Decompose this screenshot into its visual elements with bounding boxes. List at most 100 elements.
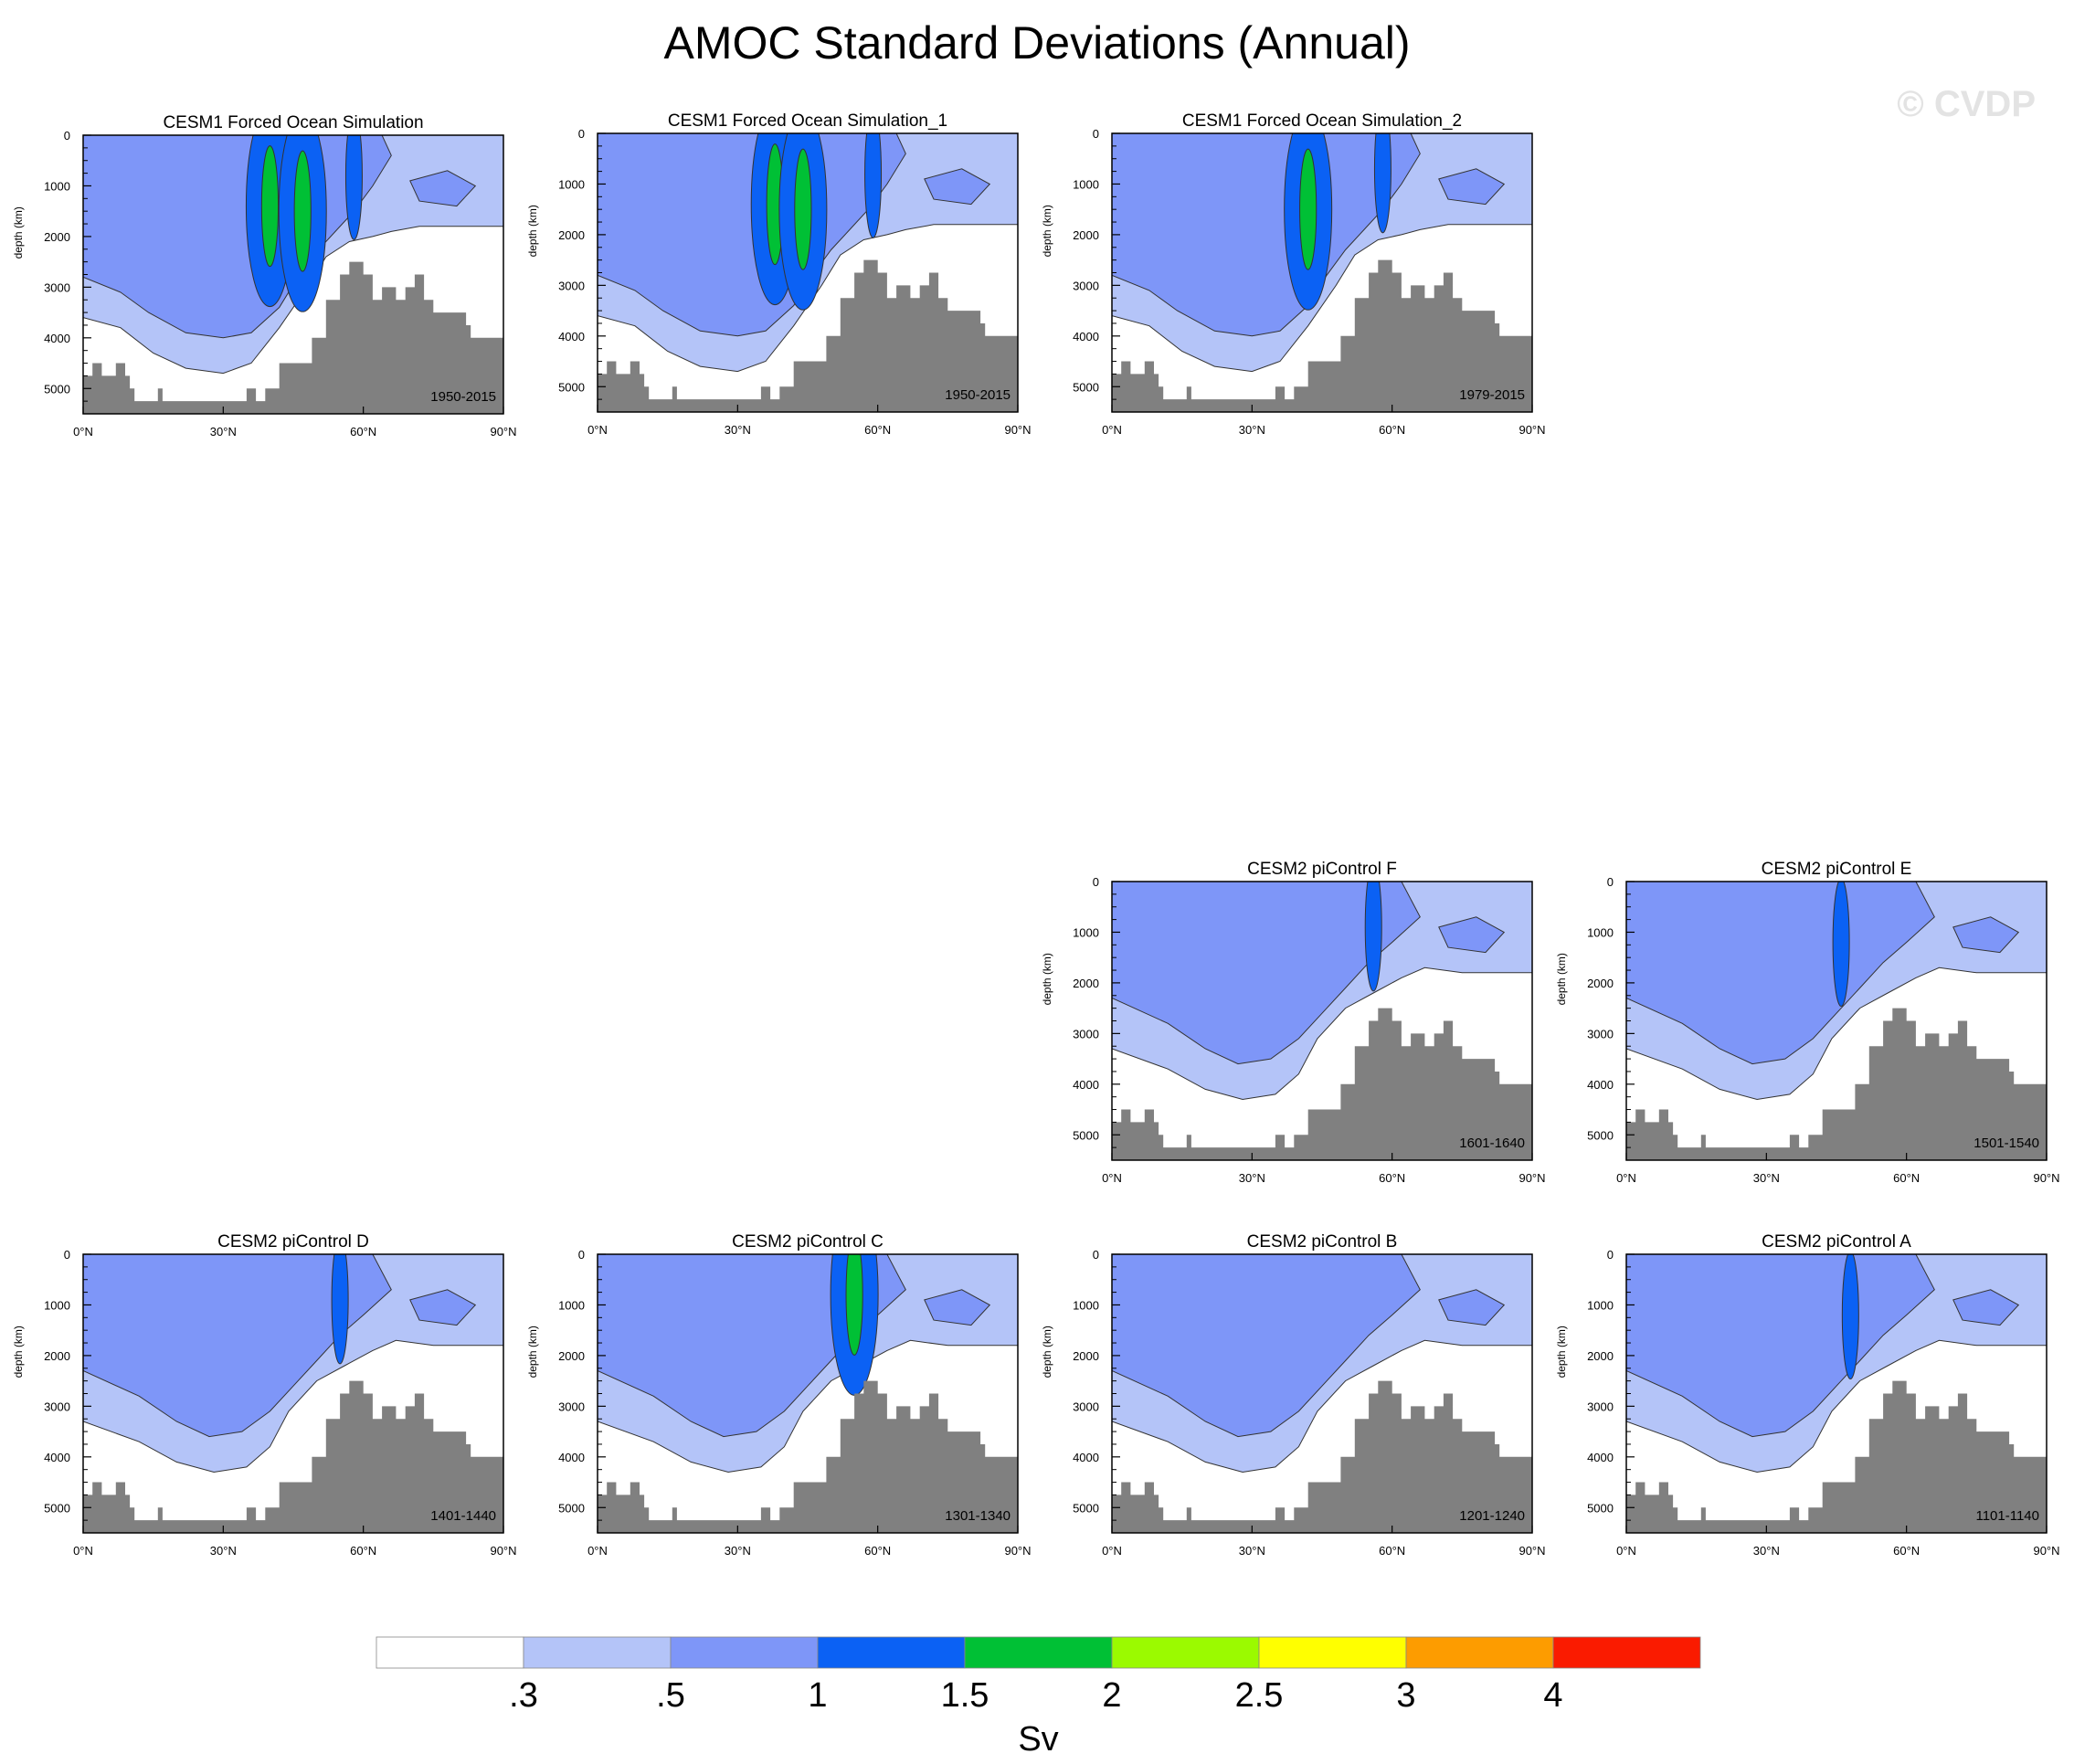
colorbar-swatch bbox=[670, 1636, 819, 1669]
y-tick-label: 5000 bbox=[1073, 1501, 1099, 1515]
y-tick-label: 2000 bbox=[1073, 977, 1099, 990]
y-tick-label: 3000 bbox=[44, 1400, 70, 1413]
y-tick-label: 0 bbox=[1093, 875, 1099, 889]
x-tick-label: 0°N bbox=[73, 425, 93, 438]
x-tick-label: 30°N bbox=[1239, 1544, 1265, 1558]
y-tick-label: 0 bbox=[1607, 1248, 1614, 1262]
period-label: 1979-2015 bbox=[1459, 387, 1525, 403]
x-tick-label: 60°N bbox=[350, 1544, 376, 1558]
colorbar-swatch bbox=[523, 1636, 672, 1669]
panel-cesm2-picontrol-f: 0°N 30°N 60°N 90°N 0 1000 2000 3000 4000 5000 CESM… bbox=[1029, 856, 1546, 1231]
ocean-floor-land bbox=[83, 1380, 503, 1533]
x-tick-label: 30°N bbox=[1753, 1544, 1780, 1558]
x-tick-label: 60°N bbox=[864, 1544, 891, 1558]
x-tick-label: 90°N bbox=[2033, 1544, 2059, 1558]
colorbar-label: 2.5 bbox=[1235, 1676, 1284, 1715]
x-tick-label: 30°N bbox=[1239, 1171, 1265, 1185]
y-axis-label: depth (km) bbox=[1041, 205, 1053, 257]
y-tick-label: 4000 bbox=[558, 1451, 585, 1464]
x-tick-label: 90°N bbox=[2033, 1171, 2059, 1185]
colorbar-label: 1.5 bbox=[941, 1676, 989, 1715]
x-tick-label: 30°N bbox=[1753, 1171, 1780, 1185]
y-tick-label: 4000 bbox=[44, 332, 70, 345]
sd-core-1.5sv bbox=[794, 148, 812, 270]
panel-title: CESM2 piControl C bbox=[732, 1232, 884, 1252]
colorbar-swatch bbox=[1111, 1636, 1260, 1669]
colorbar-swatch bbox=[964, 1636, 1113, 1669]
x-tick-label: 30°N bbox=[725, 1544, 751, 1558]
x-tick-label: 60°N bbox=[1379, 1171, 1405, 1185]
x-tick-label: 0°N bbox=[587, 1544, 608, 1558]
y-tick-label: 2000 bbox=[1073, 228, 1099, 242]
panel-cesm2-picontrol-e: 0°N 30°N 60°N 90°N 0 1000 2000 3000 4000 5000 CESM… bbox=[1543, 856, 2060, 1231]
x-tick-label: 0°N bbox=[1616, 1171, 1636, 1185]
colorbar-swatch bbox=[1552, 1636, 1701, 1669]
y-axis-label: depth (km) bbox=[526, 205, 539, 257]
y-tick-label: 3000 bbox=[1073, 1027, 1099, 1040]
y-tick-label: 1000 bbox=[558, 1298, 585, 1312]
y-tick-label: 0 bbox=[1607, 875, 1614, 889]
y-tick-label: 3000 bbox=[1073, 1400, 1099, 1413]
y-tick-label: 0 bbox=[64, 1248, 70, 1262]
x-tick-label: 90°N bbox=[490, 425, 516, 438]
colorbar-unit: Sv bbox=[1018, 1720, 1058, 1754]
colorbar-label: .3 bbox=[509, 1676, 538, 1715]
y-tick-label: 4000 bbox=[1587, 1078, 1614, 1092]
colorbar-label: 4 bbox=[1543, 1676, 1562, 1715]
colorbar-svg: .3 .5 1 1.5 2 2.5 3 4 Sv bbox=[376, 1636, 1701, 1759]
x-tick-label: 0°N bbox=[73, 1544, 93, 1558]
sd-patch-north bbox=[409, 170, 477, 207]
x-tick-label: 90°N bbox=[1004, 1544, 1031, 1558]
panel-title: CESM2 piControl A bbox=[1762, 1232, 1911, 1252]
panel-cesm1-fos-1: 0°N 30°N 60°N 90°N 0 1000 2000 3000 4000 5000 CESM… bbox=[514, 108, 1032, 482]
y-tick-label: 4000 bbox=[44, 1451, 70, 1464]
sd-core-1sv bbox=[1841, 1254, 1859, 1380]
y-tick-label: 4000 bbox=[1073, 1451, 1099, 1464]
y-tick-label: 1000 bbox=[1073, 925, 1099, 939]
y-axis-label: depth (km) bbox=[12, 1326, 25, 1378]
sd-core-1.5sv bbox=[260, 145, 280, 268]
sd-core-1sv bbox=[1364, 882, 1382, 992]
panel-cesm2-picontrol-d: 0°N 30°N 60°N 90°N 0 1000 2000 3000 4000 5000 CESM… bbox=[0, 1229, 517, 1603]
y-tick-label: 3000 bbox=[1073, 279, 1099, 292]
x-tick-label: 90°N bbox=[490, 1544, 516, 1558]
sd-band-0.5 bbox=[598, 1254, 906, 1438]
colorbar-label: .5 bbox=[656, 1676, 685, 1715]
x-tick-label: 60°N bbox=[1379, 1544, 1405, 1558]
x-tick-label: 30°N bbox=[210, 1544, 237, 1558]
y-axis-label: depth (km) bbox=[526, 1326, 539, 1378]
sd-core-1sv bbox=[331, 1254, 349, 1365]
contour-plot: 0°N 30°N 60°N 90°N 0 1000 2000 3000 4000 5000 CESM… bbox=[1041, 1232, 1546, 1558]
contour-plot: 0°N 30°N 60°N 90°N 0 1000 2000 3000 4000 5000 CESM… bbox=[12, 1232, 517, 1558]
panel-title: CESM1 Forced Ocean Simulation bbox=[163, 113, 423, 132]
ocean-floor-land bbox=[1112, 1008, 1532, 1160]
panel-title: CESM1 Forced Ocean Simulation_1 bbox=[668, 111, 947, 131]
y-tick-label: 5000 bbox=[1587, 1128, 1614, 1142]
sd-patch-north bbox=[409, 1289, 477, 1326]
x-tick-label: 60°N bbox=[1379, 423, 1405, 437]
sd-core-1.5sv bbox=[845, 1254, 863, 1356]
x-tick-label: 0°N bbox=[1102, 1171, 1122, 1185]
period-label: 1501-1540 bbox=[1973, 1136, 2039, 1151]
y-tick-label: 1000 bbox=[1587, 1298, 1614, 1312]
sd-patch-north bbox=[1438, 168, 1506, 206]
panel-cesm1-fos: 0°N 30°N 60°N 90°N 0 1000 2000 3000 4000 5000 CESM… bbox=[0, 110, 517, 484]
x-tick-label: 0°N bbox=[587, 423, 608, 437]
colorbar-swatch bbox=[1258, 1636, 1407, 1669]
period-label: 1101-1140 bbox=[1975, 1508, 2039, 1524]
x-tick-label: 30°N bbox=[725, 423, 751, 437]
y-tick-label: 3000 bbox=[1587, 1400, 1614, 1413]
y-tick-label: 4000 bbox=[1073, 330, 1099, 343]
cvdp-watermark: © CVDP bbox=[1897, 84, 2036, 124]
y-tick-label: 2000 bbox=[558, 1349, 585, 1363]
ocean-floor-land bbox=[1112, 259, 1532, 412]
y-tick-label: 1000 bbox=[1587, 925, 1614, 939]
y-tick-label: 4000 bbox=[1587, 1451, 1614, 1464]
ocean-floor-land bbox=[83, 261, 503, 414]
sd-patch-north bbox=[924, 1289, 991, 1326]
x-tick-label: 30°N bbox=[210, 425, 237, 438]
colorbar-swatch bbox=[1405, 1636, 1554, 1669]
y-tick-label: 4000 bbox=[558, 330, 585, 343]
y-tick-label: 1000 bbox=[558, 177, 585, 191]
y-tick-label: 5000 bbox=[558, 380, 585, 394]
